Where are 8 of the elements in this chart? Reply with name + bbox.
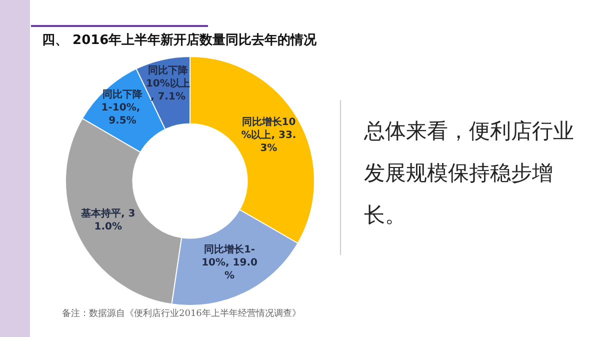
slice-label: 同比增长10%以上, 33.3% <box>241 116 296 154</box>
data-label: , 7.1% <box>150 91 186 102</box>
slice-label: 同比下降1-10%, 9.5% <box>101 88 144 126</box>
text: 备注：数据源自《便利店行业2016年上半年经营情况调查》 <box>62 308 301 320</box>
text: 总体来看，便利店行业发展规模保持稳步增长。 <box>364 118 575 229</box>
slice-label: 同比增长1-10%, 19.0% <box>202 243 258 282</box>
slice-label: 基本持平, 31.0% <box>80 207 136 232</box>
chart-title: 四、 2016年上半年新开店数量同比去年的情况 <box>42 32 317 49</box>
